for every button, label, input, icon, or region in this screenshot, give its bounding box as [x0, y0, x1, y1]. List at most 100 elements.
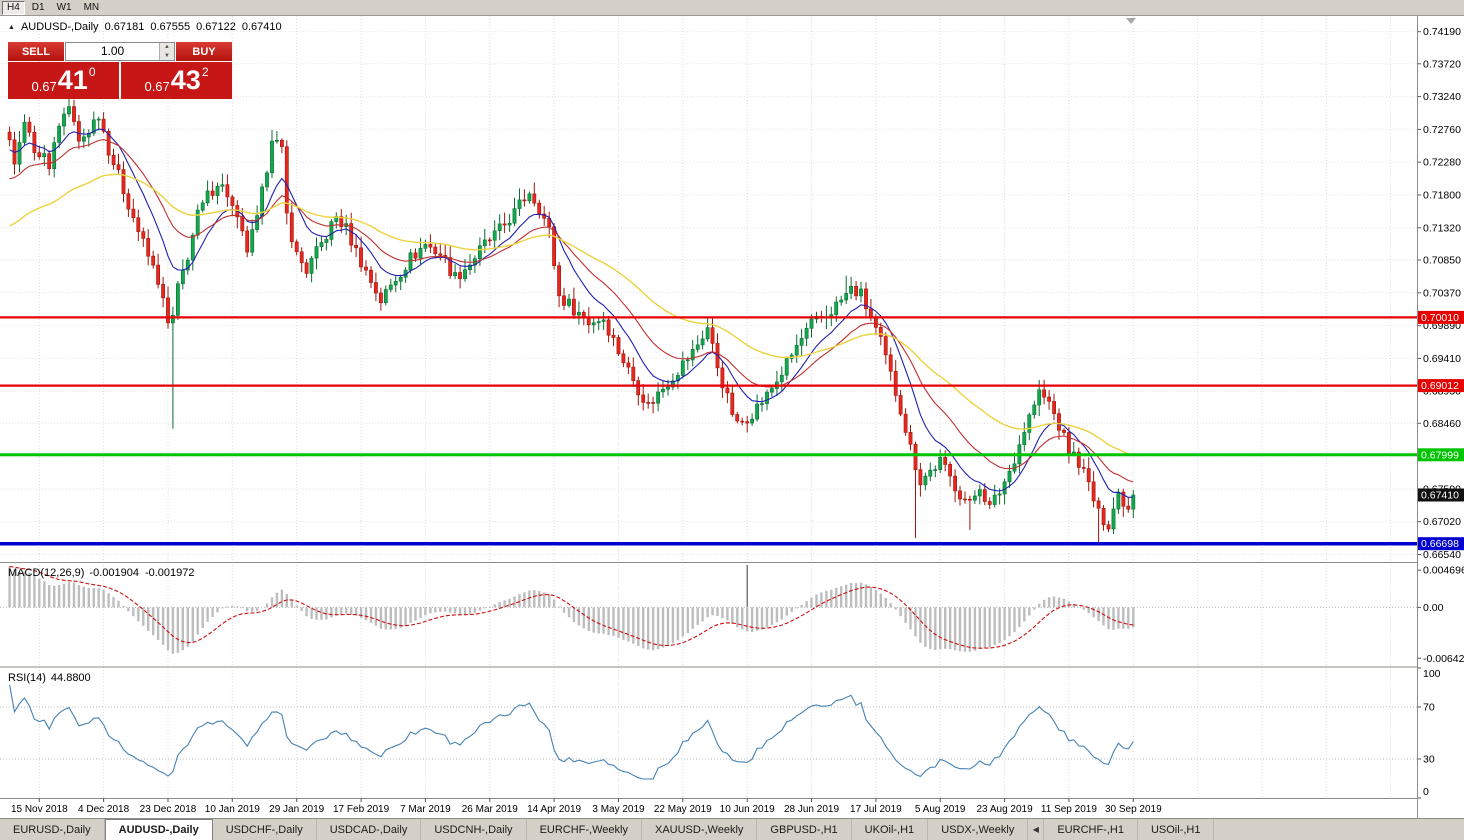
sell-price-fraction: 0 [88, 65, 96, 79]
svg-text:23 Dec 2018: 23 Dec 2018 [140, 804, 197, 815]
tab-scroll-left-icon[interactable]: ◀ [1028, 819, 1045, 840]
svg-text:30 Sep 2019: 30 Sep 2019 [1105, 804, 1162, 815]
svg-text:0.69012: 0.69012 [1421, 380, 1459, 392]
volume-spin-down-icon[interactable]: ▼ [160, 51, 174, 60]
hlines-layer[interactable] [0, 316, 1417, 546]
svg-text:0.66698: 0.66698 [1421, 538, 1459, 550]
chart-tab-usdx-weekly[interactable]: USDX-,Weekly [928, 819, 1029, 840]
ohlc-close: 0.67410 [241, 21, 282, 33]
svg-text:30: 30 [1423, 754, 1435, 766]
sell-button[interactable]: SELL [8, 42, 64, 61]
hline-price-label [1418, 537, 1464, 551]
svg-text:23 Aug 2019: 23 Aug 2019 [977, 804, 1034, 815]
rsi-header: RSI(14) 44.8800 [8, 672, 91, 684]
svg-text:29 Jan 2019: 29 Jan 2019 [269, 804, 324, 815]
svg-text:17 Jul 2019: 17 Jul 2019 [850, 804, 902, 815]
rsi-layer [0, 684, 1417, 780]
chart-tab-eurusd-daily[interactable]: EURUSD-,Daily [0, 819, 105, 840]
volume-spinner: ▲ ▼ [159, 43, 174, 60]
svg-text:-0.006427: -0.006427 [1423, 653, 1464, 665]
symbol-title: AUDUSD-,Daily [20, 21, 99, 33]
svg-text:0.67999: 0.67999 [1421, 449, 1459, 461]
sell-price-button[interactable]: 0.67 41 0 [8, 62, 119, 99]
chart-tab-audusd-daily[interactable]: AUDUSD-,Daily [104, 819, 213, 840]
moving-average-line [9, 139, 1134, 483]
buy-price-pips: 43 [170, 65, 201, 95]
chart-tab-eurchf-h1[interactable]: EURCHF-,H1 [1044, 819, 1138, 840]
date-axis: 15 Nov 2018 4 Dec 2018 23 Dec 2018 10 Jan 2… [11, 798, 1162, 815]
buy-price-prefix: 0.67 [144, 79, 170, 94]
svg-text:14 Apr 2019: 14 Apr 2019 [527, 804, 581, 815]
current-price-label [1418, 488, 1464, 502]
one-click-trading-panel: SELL 1.00 ▲ ▼ BUY 0.67 41 0 0.67 43 2 [8, 42, 232, 99]
moving-average-line [9, 128, 1134, 498]
svg-text:0.67020: 0.67020 [1423, 516, 1461, 528]
volume-spin-up-icon[interactable]: ▲ [160, 43, 174, 52]
svg-text:0.72760: 0.72760 [1423, 124, 1461, 136]
sell-price-pips: 41 [57, 65, 88, 95]
chart-tab-xauusd-weekly[interactable]: XAUUSD-,Weekly [642, 819, 758, 840]
svg-text:0.00: 0.00 [1423, 602, 1444, 614]
timeframe-button-h4[interactable]: H4 [2, 0, 25, 15]
svg-text:17 Feb 2019: 17 Feb 2019 [333, 804, 390, 815]
svg-text:0.67410: 0.67410 [1421, 490, 1459, 502]
sell-price-prefix: 0.67 [31, 79, 57, 94]
svg-text:0.73240: 0.73240 [1423, 91, 1461, 103]
svg-text:4 Dec 2018: 4 Dec 2018 [78, 804, 130, 815]
ohlc-low: 0.67122 [196, 21, 236, 33]
chart-tab-usdchf-daily[interactable]: USDCHF-,Daily [213, 819, 317, 840]
grid-layer [0, 16, 1417, 798]
ohlc-open: 0.67181 [104, 21, 145, 33]
svg-text:3 May 2019: 3 May 2019 [592, 804, 645, 815]
svg-text:10 Jun 2019: 10 Jun 2019 [720, 804, 775, 815]
pane-separators [0, 562, 1464, 799]
svg-text:0: 0 [1423, 786, 1429, 798]
svg-text:0.69410: 0.69410 [1423, 353, 1461, 365]
moving-average-line [9, 173, 1134, 457]
svg-text:28 Jun 2019: 28 Jun 2019 [784, 804, 839, 815]
chart-tab-usoil-h1[interactable]: USOil-,H1 [1138, 819, 1215, 840]
svg-text:0.70850: 0.70850 [1423, 255, 1461, 267]
macd-header: MACD(12,26,9) -0.001904 -0.001972 [8, 567, 195, 579]
chart-svg[interactable]: 0.74190 0.73720 0.73240 0.72760 0.72280 0.718… [0, 16, 1464, 818]
volume-input[interactable]: 1.00 [100, 44, 125, 58]
buy-price-fraction: 2 [201, 65, 209, 79]
timeframe-button-w1[interactable]: W1 [56, 1, 72, 13]
chart-tab-gbpusd-h1[interactable]: GBPUSD-,H1 [757, 819, 852, 840]
chart-tab-eurchf-weekly[interactable]: EURCHF-,Weekly [527, 819, 642, 840]
candles-layer [7, 98, 1136, 544]
chart-area: 0.74190 0.73720 0.73240 0.72760 0.72280 0.718… [0, 16, 1464, 818]
chart-tab-ukoil-h1[interactable]: UKOil-,H1 [852, 819, 929, 840]
chart-shift-marker-icon [1126, 18, 1136, 24]
price-axis: 0.74190 0.73720 0.73240 0.72760 0.72280 0.718… [1417, 16, 1464, 818]
svg-text:10 Jan 2019: 10 Jan 2019 [205, 804, 260, 815]
timeframe-button-mn[interactable]: MN [83, 1, 100, 13]
chart-tab-usdcad-daily[interactable]: USDCAD-,Daily [317, 819, 422, 840]
svg-text:0.70370: 0.70370 [1423, 287, 1461, 299]
svg-text:0.72280: 0.72280 [1423, 157, 1461, 169]
svg-text:0.004696: 0.004696 [1423, 565, 1464, 577]
macd-signal-line [9, 565, 1134, 649]
chart-window-tabs: EURUSD-,Daily AUDUSD-,Daily USDCHF-,Daily U… [0, 818, 1464, 840]
svg-text:0.73720: 0.73720 [1423, 58, 1461, 70]
timeframe-button-d1[interactable]: D1 [31, 1, 45, 13]
svg-text:0.71320: 0.71320 [1423, 222, 1461, 234]
hline-price-label [1418, 448, 1464, 462]
buy-price-button[interactable]: 0.67 43 2 [121, 62, 232, 99]
svg-text:0.74190: 0.74190 [1423, 26, 1461, 38]
svg-text:7 Mar 2019: 7 Mar 2019 [400, 804, 451, 815]
macd-layer [0, 565, 1417, 654]
buy-button[interactable]: BUY [176, 42, 232, 61]
svg-text:0.70010: 0.70010 [1421, 312, 1459, 324]
hline-price-label [1418, 379, 1464, 393]
svg-text:15 Nov 2018: 15 Nov 2018 [11, 804, 68, 815]
volume-box: 1.00 ▲ ▼ [65, 42, 175, 61]
svg-text:5 Aug 2019: 5 Aug 2019 [915, 804, 966, 815]
ohlc-high: 0.67555 [150, 21, 191, 33]
svg-text:0.68460: 0.68460 [1423, 418, 1461, 430]
oneclick-collapse-icon[interactable]: ▲ [8, 23, 15, 31]
svg-text:70: 70 [1423, 702, 1435, 714]
chart-tab-usdcnh-daily[interactable]: USDCNH-,Daily [421, 819, 527, 840]
svg-text:11 Sep 2019: 11 Sep 2019 [1041, 804, 1097, 815]
svg-text:26 Mar 2019: 26 Mar 2019 [462, 804, 519, 815]
